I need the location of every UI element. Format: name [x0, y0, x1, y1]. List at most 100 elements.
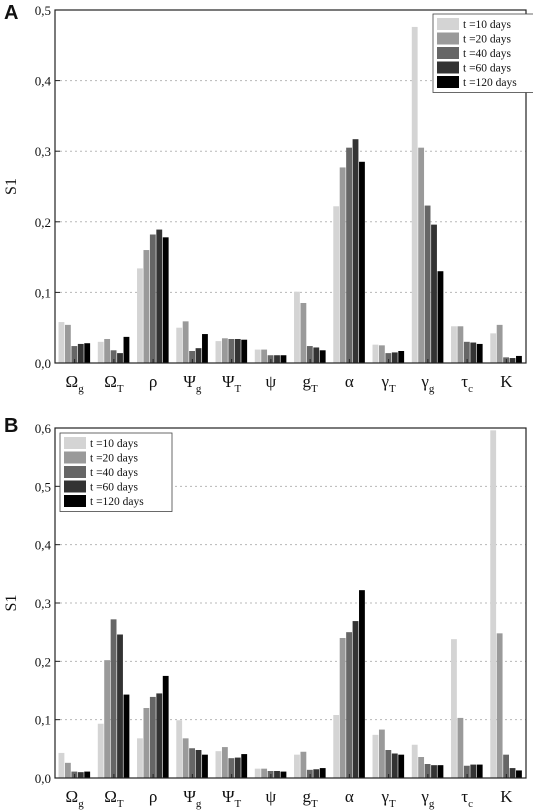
y-axis-label: S1: [3, 595, 20, 612]
bar: [352, 139, 359, 363]
bar: [496, 324, 503, 363]
bar: [503, 754, 509, 778]
bar: [117, 634, 123, 778]
bar: [104, 660, 111, 778]
legend-label: t =20 days: [463, 34, 512, 46]
bar: [123, 694, 130, 778]
plot-frame: [54, 427, 527, 779]
bar: [156, 693, 163, 778]
y-tick-label: 0,2: [35, 215, 51, 230]
bar: [71, 346, 78, 363]
bar: [261, 349, 268, 363]
bar: [195, 750, 202, 778]
bar: [97, 341, 104, 363]
bar: [463, 765, 470, 778]
legend-swatch: [437, 32, 459, 45]
bar: [221, 338, 228, 363]
bar: [137, 268, 143, 363]
bar: [431, 224, 437, 363]
bar: [274, 771, 280, 778]
bar: [195, 348, 202, 363]
bar: [234, 338, 241, 363]
bar: [280, 355, 287, 363]
bar: [77, 343, 84, 363]
x-tick-label: ψ: [266, 787, 277, 806]
bar: [372, 344, 379, 363]
bar: [319, 768, 326, 778]
bar: [189, 350, 195, 363]
x-tick-label: K: [500, 372, 513, 391]
bar: [221, 747, 228, 778]
bar: [470, 764, 477, 778]
bar: [215, 341, 222, 363]
bar: [398, 754, 405, 778]
bar: [418, 757, 425, 778]
bar: [254, 768, 261, 778]
bar: [490, 333, 497, 363]
bar: [156, 229, 163, 363]
legend-swatch: [64, 466, 86, 478]
y-tick-label: 0,3: [35, 596, 51, 611]
bar: [189, 748, 195, 778]
x-tick-label: ΩT: [104, 787, 124, 810]
bar: [202, 334, 208, 363]
bar: [294, 291, 300, 363]
bar: [294, 754, 300, 778]
x-tick-label: γg: [420, 787, 435, 810]
bar: [424, 205, 431, 363]
y-tick-label: 0,5: [35, 479, 51, 494]
y-tick-label: 0,3: [35, 144, 51, 159]
chart-a: 0,0 0,1 0,2 0,3 0,4 0,5 S1 Ωg ΩT ρ Ψg ΨT ψ gT α γT γg τc K…: [3, 3, 533, 395]
y-tick-label: 0,5: [35, 3, 51, 18]
plot-frame: [54, 9, 527, 364]
bar: [411, 26, 418, 363]
bar: [391, 352, 398, 363]
legend-swatch: [64, 495, 86, 507]
x-tick-label: gT: [303, 787, 319, 810]
legend-label: t =20 days: [90, 453, 139, 465]
bar: [516, 355, 522, 363]
bar: [215, 751, 222, 778]
bar: [104, 338, 111, 363]
legend-swatch: [437, 18, 459, 30]
x-tick-label: ΩT: [104, 372, 124, 395]
bar: [241, 754, 248, 778]
x-tick-label: Ωg: [66, 787, 85, 810]
x-tick-label: gT: [303, 372, 319, 395]
bar: [254, 349, 261, 363]
bar: [313, 769, 320, 778]
bar: [182, 321, 189, 363]
bar: [77, 772, 84, 778]
bar: [110, 619, 117, 778]
legend-label: t =120 days: [90, 496, 144, 508]
x-tick-label: ΨT: [222, 787, 242, 810]
bar: [110, 350, 117, 363]
y-tick-label: 0,4: [35, 74, 52, 89]
x-tick-label: Ψg: [183, 787, 202, 810]
x-tick-label: γT: [381, 787, 397, 810]
bar: [437, 271, 444, 363]
bar: [58, 322, 65, 363]
x-tick-label: ΨT: [222, 372, 242, 395]
bar: [352, 621, 359, 778]
y-tick-label: 0,6: [35, 421, 52, 436]
x-tick-label: α: [345, 372, 354, 391]
bar: [490, 430, 497, 778]
bar: [280, 771, 287, 778]
panel-b-label: B: [4, 415, 19, 437]
bar: [228, 758, 235, 778]
panel-a-label: A: [4, 2, 19, 24]
bar: [64, 762, 71, 778]
x-tick-label: α: [345, 787, 354, 806]
y-axis-label: S1: [3, 178, 20, 195]
y-tick-label: 0,0: [35, 356, 51, 371]
bar: [346, 632, 352, 778]
legend: t =10 days t =20 days t =40 days t =60 days…: [432, 13, 533, 93]
bar: [339, 167, 346, 363]
x-tick-label: Ωg: [66, 372, 85, 395]
bar: [398, 350, 405, 363]
x-tick-label: Ψg: [183, 372, 202, 395]
bar: [176, 327, 183, 363]
bar: [391, 753, 398, 778]
legend: t =10 days t =20 days t =40 days t =60 days…: [59, 432, 173, 512]
